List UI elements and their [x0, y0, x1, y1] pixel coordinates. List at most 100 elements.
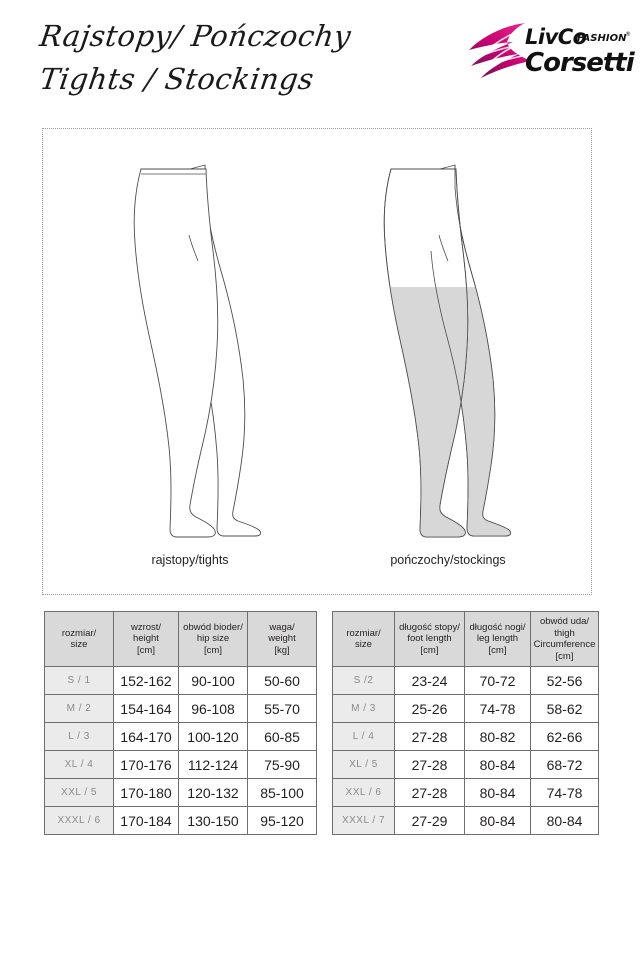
table-row: XXXL / 6 170-184 130-150 95-120	[44, 806, 317, 835]
cell-weight: 55-70	[247, 694, 317, 723]
cell-foot-length: 27-29	[394, 806, 465, 835]
cell-hip: 90-100	[178, 666, 248, 695]
hdr-text: [kg]	[274, 644, 290, 656]
cell-size: M / 3	[332, 694, 395, 723]
hdr-text: długość stopy/	[399, 621, 460, 633]
cell-hip: 100-120	[178, 722, 248, 751]
logo-registered-mark: ®	[625, 31, 631, 38]
logo-livco-text: LivCo	[525, 25, 587, 49]
hdr-text: [cm]	[555, 650, 574, 662]
cell-leg-length: 74-78	[464, 694, 531, 723]
cell-height: 170-184	[113, 806, 179, 835]
cell-thigh: 62-66	[530, 722, 599, 751]
table-row: XL / 5 27-28 80-84 68-72	[332, 750, 599, 779]
hdr-text: obwód uda/	[539, 616, 590, 627]
hdr-text: waga/	[269, 621, 295, 633]
table-row: M / 2 154-164 96-108 55-70	[44, 694, 317, 723]
hdr-text: [cm]	[204, 644, 222, 656]
cell-height: 164-170	[113, 722, 179, 751]
cell-leg-length: 80-84	[464, 750, 531, 779]
page-header: Rajstopy/ Pończochy Tights / Stockings	[0, 0, 640, 120]
hdr-text: leg length	[476, 633, 519, 645]
hdr-text: weight	[268, 633, 296, 645]
tights-illustration	[93, 147, 303, 547]
table-row: XXL / 6 27-28 80-84 74-78	[332, 778, 599, 807]
cell-thigh: 52-56	[530, 666, 599, 695]
table-row: L / 3 164-170 100-120 60-85	[44, 722, 317, 751]
cell-weight: 50-60	[247, 666, 317, 695]
stockings-illustration	[343, 147, 553, 547]
hdr-text: wzrost/	[130, 621, 162, 633]
cell-size: S /2	[332, 666, 395, 695]
column-header-hip-size: obwód bioder/ hip size [cm]	[178, 611, 248, 667]
cell-hip: 130-150	[178, 806, 248, 835]
hdr-text: Circumference	[533, 639, 596, 650]
cell-size: XXL / 6	[332, 778, 395, 807]
column-header-size: rozmiar/ size	[44, 611, 114, 667]
logo-fashion-text: FASHION	[577, 33, 627, 44]
cell-size: XL / 4	[44, 750, 114, 779]
column-header-leg-length: długość nogi/ leg length [cm]	[464, 611, 531, 667]
cell-weight: 75-90	[247, 750, 317, 779]
cell-thigh: 58-62	[530, 694, 599, 723]
stockings-caption: pończochy/stockings	[390, 553, 506, 567]
cell-weight: 85-100	[247, 778, 317, 807]
column-header-thigh-circumference: obwód uda/ thigh Circumference [cm]	[530, 611, 599, 667]
cell-height: 152-162	[113, 666, 179, 695]
cell-hip: 120-132	[178, 778, 248, 807]
cell-foot-length: 27-28	[394, 778, 465, 807]
page-title: Rajstopy/ Pończochy Tights / Stockings	[37, 14, 440, 100]
cell-height: 154-164	[113, 694, 179, 723]
hdr-text: size	[70, 639, 88, 650]
table-header-row: rozmiar/ size wzrost/ height [cm] obwód …	[44, 611, 317, 667]
cell-size: L / 4	[332, 722, 395, 751]
column-header-weight: waga/ weight [kg]	[247, 611, 317, 667]
logo-wordmark: LivCo FASHION ® Corsetti	[525, 25, 635, 78]
cell-leg-length: 80-84	[464, 806, 531, 835]
cell-leg-length: 80-82	[464, 722, 531, 751]
cell-leg-length: 80-84	[464, 778, 531, 807]
cell-size: L / 3	[44, 722, 114, 751]
hdr-text: [cm]	[137, 644, 155, 656]
hdr-text: długość nogi/	[469, 621, 526, 633]
cell-size: XXL / 5	[44, 778, 114, 807]
table-row: L / 4 27-28 80-82 62-66	[332, 722, 599, 751]
cell-foot-length: 27-28	[394, 722, 465, 751]
cell-size: M / 2	[44, 694, 114, 723]
cell-size: S / 1	[44, 666, 114, 695]
cell-weight: 95-120	[247, 806, 317, 835]
column-header-foot-length: długość stopy/ foot length [cm]	[394, 611, 465, 667]
cell-height: 170-176	[113, 750, 179, 779]
hdr-text: size	[355, 639, 372, 650]
cell-height: 170-180	[113, 778, 179, 807]
cell-size: XXXL / 7	[332, 806, 395, 835]
logo-corsetti-text: Corsetti	[525, 48, 635, 78]
cell-size: XL / 5	[332, 750, 395, 779]
cell-size: XXXL / 6	[44, 806, 114, 835]
cell-weight: 60-85	[247, 722, 317, 751]
cell-thigh: 68-72	[530, 750, 599, 779]
hdr-text: foot length	[407, 633, 452, 645]
cell-hip: 112-124	[178, 750, 248, 779]
cell-thigh: 74-78	[530, 778, 599, 807]
table-row: XXL / 5 170-180 120-132 85-100	[44, 778, 317, 807]
hdr-text: height	[133, 633, 159, 645]
table-row: S /2 23-24 70-72 52-56	[332, 666, 599, 695]
title-line-english: Tights / Stockings	[37, 62, 317, 96]
table-row: XXXL / 7 27-29 80-84 80-84	[332, 806, 599, 835]
hdr-text: obwód bioder/	[183, 621, 243, 633]
tights-size-table: rozmiar/ size wzrost/ height [cm] obwód …	[44, 611, 317, 835]
cell-hip: 96-108	[178, 694, 248, 723]
hdr-text: rozmiar/	[346, 627, 381, 639]
table-row: M / 3 25-26 74-78 58-62	[332, 694, 599, 723]
brand-logo: LivCo FASHION ® Corsetti	[463, 20, 635, 82]
cell-foot-length: 25-26	[394, 694, 465, 723]
stockings-size-table: rozmiar/ size długość stopy/ foot length…	[332, 611, 599, 835]
illustration-frame: rajstopy/tights pończochy/stockin	[42, 128, 592, 595]
cell-leg-length: 70-72	[464, 666, 531, 695]
cell-foot-length: 27-28	[394, 750, 465, 779]
hdr-text: hip size	[196, 633, 230, 645]
hdr-text: rozmiar/	[61, 627, 97, 639]
hdr-text: thigh	[554, 627, 575, 639]
column-header-height: wzrost/ height [cm]	[113, 611, 179, 667]
